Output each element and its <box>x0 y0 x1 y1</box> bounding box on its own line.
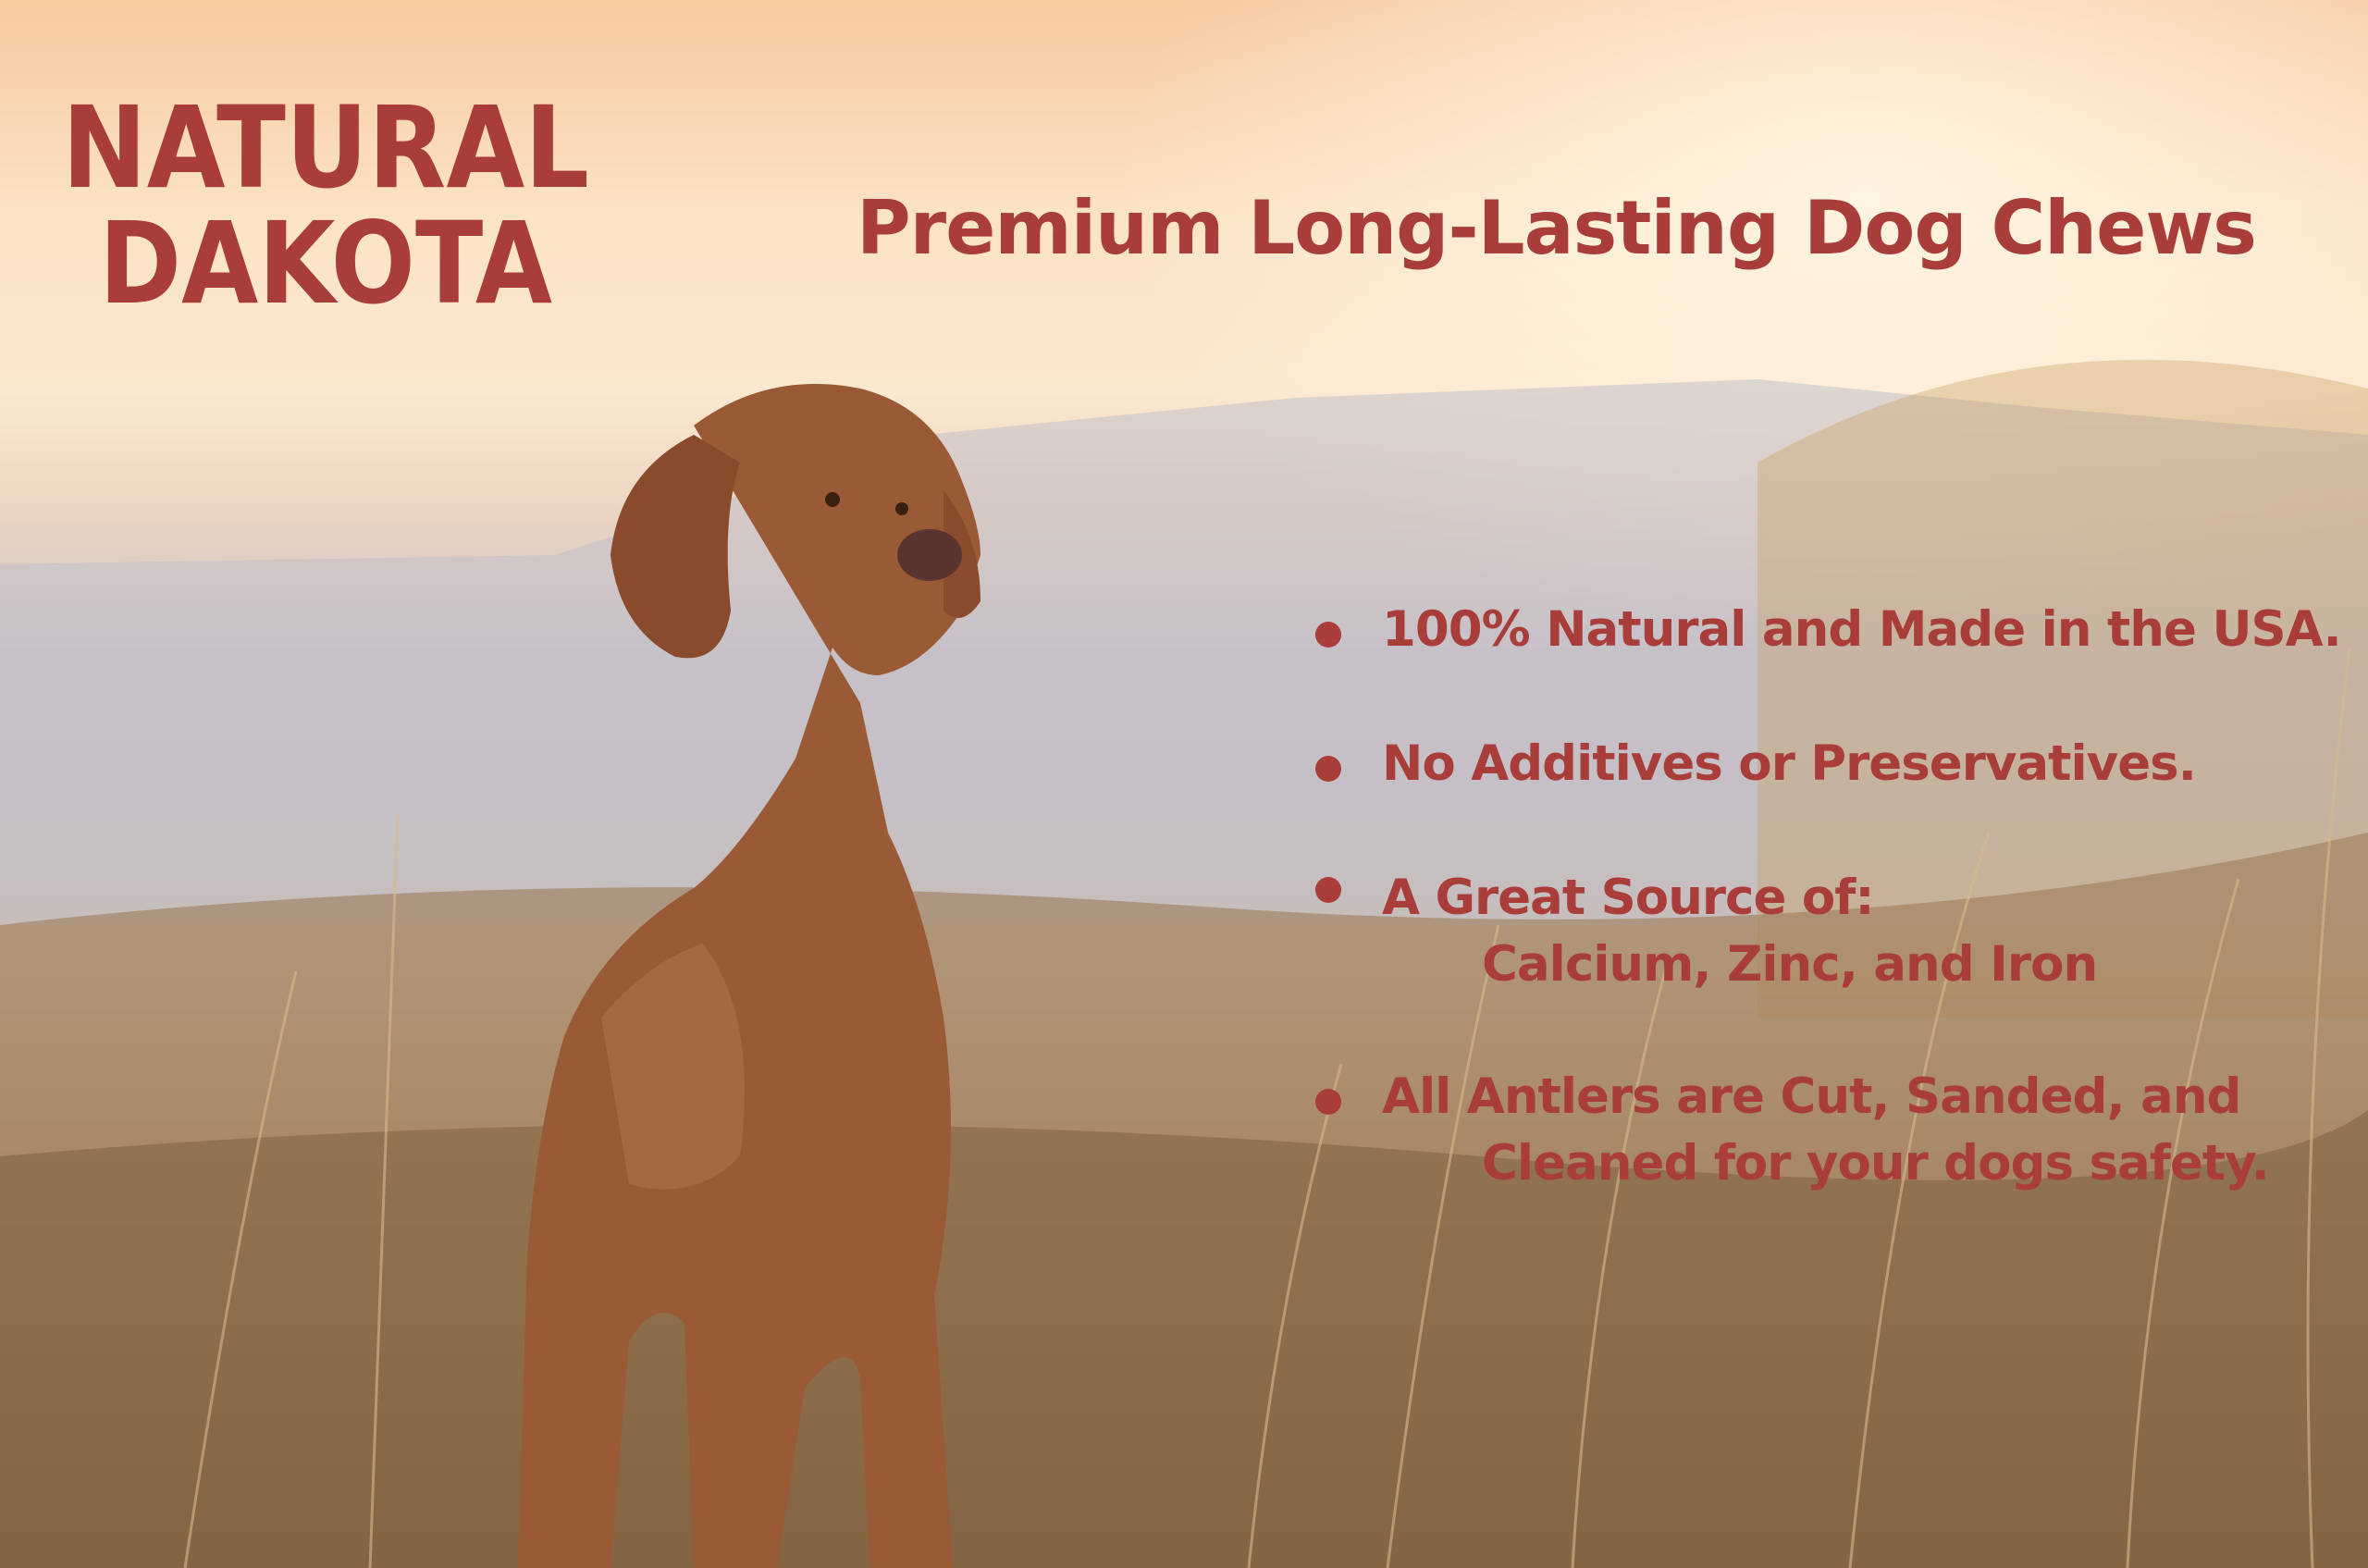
headline: Premium Long-Lasting Dog Chews <box>857 185 2257 271</box>
feature-text: 100% Natural and Made in the USA. <box>1382 601 2342 658</box>
svg-text:DAKOTA: DAKOTA <box>99 198 552 316</box>
feature-text: No Additives or Preservatives. <box>1382 735 2197 792</box>
feature-text-continued: Calcium, Zinc, and Iron <box>1482 936 2098 993</box>
dog-photo <box>518 384 980 1568</box>
bullet-icon <box>1315 756 1341 782</box>
bullet-icon <box>1315 877 1341 903</box>
feature-text: A Great Source of: <box>1382 870 1875 926</box>
bullet-icon <box>1315 622 1341 648</box>
feature-text-continued: Cleaned for your dogs safety. <box>1482 1135 2270 1191</box>
feature-text: All Antlers are Cut, Sanded, and <box>1382 1068 2241 1125</box>
brand-logo: NATURAL DAKOTA <box>62 85 589 316</box>
svg-text:NATURAL: NATURAL <box>62 85 589 214</box>
bullet-icon <box>1315 1089 1341 1115</box>
